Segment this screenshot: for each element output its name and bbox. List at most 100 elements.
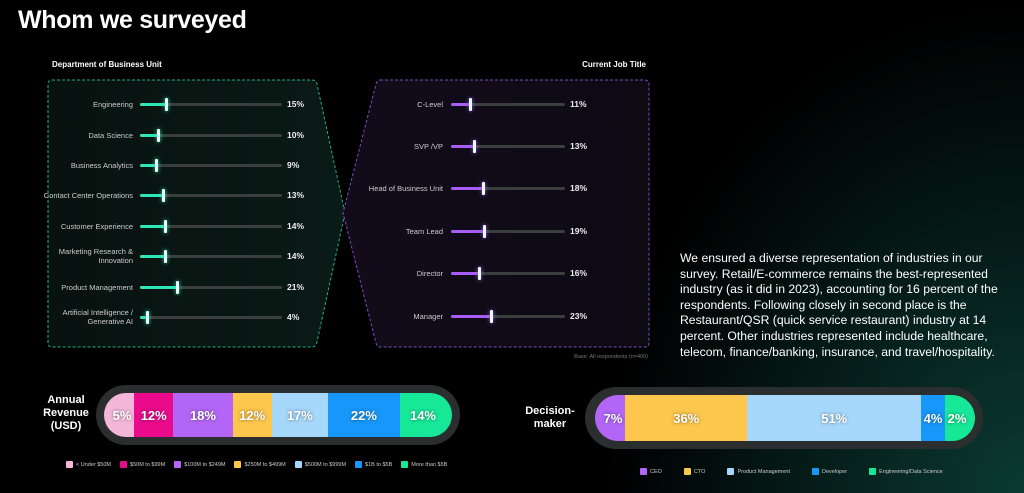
legend-label: CTO xyxy=(693,468,706,475)
legend-swatch xyxy=(66,461,73,468)
legend-swatch xyxy=(401,461,409,468)
legend-item: $100M to $249M xyxy=(174,461,225,468)
category-label: Product Management xyxy=(61,282,133,292)
value-label: 15% xyxy=(287,99,305,109)
slider-fill xyxy=(140,194,163,197)
bar-segment: 12% xyxy=(232,393,272,437)
slider-knob xyxy=(165,98,169,111)
slider-fill xyxy=(451,272,479,275)
legend-label: Developer xyxy=(822,468,848,475)
bar-segment: 4% xyxy=(921,395,945,441)
value-label: 23% xyxy=(570,311,588,321)
slider-knob xyxy=(163,220,167,233)
legend-label: $50M to $99M xyxy=(130,461,166,468)
bar-segment: 17% xyxy=(271,393,328,437)
industry-paragraph: We ensured a diverse representation of i… xyxy=(680,251,998,359)
slider-fill xyxy=(451,230,485,233)
revenue-stacked-bar: 5% 12% 18% 12% 17% 22% 14% xyxy=(104,393,452,437)
legend-label: $100M to $249M xyxy=(184,461,226,468)
legend-item: $250M to $499M xyxy=(234,461,286,468)
slider-track xyxy=(451,225,565,238)
slider-knob xyxy=(163,250,167,263)
category-label: Business Analytics xyxy=(70,160,133,170)
revenue-legend: < Under $50M $50M to $99M $100M to $249M $2… xyxy=(66,461,456,468)
category-label: Engineering xyxy=(92,99,133,109)
legend-label: $250M to $499M xyxy=(244,461,286,468)
slider-fill xyxy=(140,286,177,289)
decision-legend: CEO CTO Product Management Developer Enginee… xyxy=(640,468,965,475)
department-title: Department of Business Unit xyxy=(52,60,162,69)
slider-knob xyxy=(481,182,485,195)
legend-item: < Under $50M xyxy=(66,461,111,468)
legend-item: CTO xyxy=(683,468,706,475)
bar-segment: 7% xyxy=(595,395,625,441)
category-label: Customer Experience xyxy=(60,221,133,231)
legend-swatch xyxy=(355,461,363,468)
slider-knob xyxy=(472,140,476,153)
bar-segment: 18% xyxy=(173,393,233,437)
slider-knob xyxy=(154,159,158,172)
legend-swatch xyxy=(174,461,182,468)
slider-fill xyxy=(140,134,158,137)
slider-track xyxy=(140,129,282,142)
legend-item: CEO xyxy=(640,468,662,475)
department-panel xyxy=(47,79,346,348)
value-label: 19% xyxy=(570,226,588,236)
category-label: C-Level xyxy=(417,99,443,109)
legend-item: $500M to $999M xyxy=(294,461,347,468)
value-label: 14% xyxy=(287,251,305,261)
slider-fill xyxy=(140,255,165,258)
decision-maker-label: Decision-maker xyxy=(525,405,575,430)
value-label: 13% xyxy=(287,190,305,200)
category-label: Contact Center Operations xyxy=(43,190,133,200)
slider-track xyxy=(140,98,282,111)
legend-swatch xyxy=(294,461,302,468)
slider-track xyxy=(140,189,282,202)
legend-swatch xyxy=(683,468,691,475)
legend-label: < Under $50M xyxy=(76,461,112,468)
slider-track xyxy=(451,98,565,111)
slider-track xyxy=(451,140,565,153)
slider-fill xyxy=(451,145,474,148)
bar-segment: 14% xyxy=(400,393,452,437)
slider-track xyxy=(451,310,565,323)
slider-fill xyxy=(140,316,147,319)
legend-item: More than $5B xyxy=(401,461,447,468)
legend-label: $500M to $999M xyxy=(304,461,347,468)
category-label: Data Science xyxy=(88,130,133,140)
legend-item: Developer xyxy=(812,468,847,475)
slider-knob xyxy=(490,310,494,323)
slider-fill xyxy=(451,315,492,318)
slider-track xyxy=(140,220,282,233)
slider-knob xyxy=(156,129,160,142)
slider-knob xyxy=(478,267,481,280)
slider-track xyxy=(451,267,565,280)
category-label: Director xyxy=(416,268,443,278)
value-label: 16% xyxy=(570,268,588,278)
slider-fill xyxy=(140,225,165,228)
value-label: 21% xyxy=(287,282,305,292)
legend-swatch xyxy=(234,461,242,468)
category-label: Artificial Intelligence / Generative AI xyxy=(62,308,133,326)
slider-track xyxy=(451,182,565,195)
slider-track xyxy=(140,250,282,263)
category-label: Team Lead xyxy=(405,226,443,236)
bar-segment: 5% xyxy=(104,393,134,437)
value-label: 13% xyxy=(570,141,588,151)
legend-swatch xyxy=(640,468,647,475)
slider-track xyxy=(140,281,282,294)
slider-fill xyxy=(451,187,483,190)
slider-knob xyxy=(175,281,179,294)
value-label: 14% xyxy=(287,221,305,231)
slider-knob xyxy=(469,98,473,111)
slider-track xyxy=(140,159,282,172)
legend-swatch xyxy=(869,468,877,475)
category-label: Marketing Research & Innovation xyxy=(58,247,133,265)
value-label: 4% xyxy=(287,312,300,322)
value-label: 11% xyxy=(570,99,587,109)
bar-segment: 22% xyxy=(327,393,400,437)
bar-segment: 36% xyxy=(625,395,748,441)
job-title-panel xyxy=(342,79,650,348)
category-label: SVP /VP xyxy=(413,141,443,151)
